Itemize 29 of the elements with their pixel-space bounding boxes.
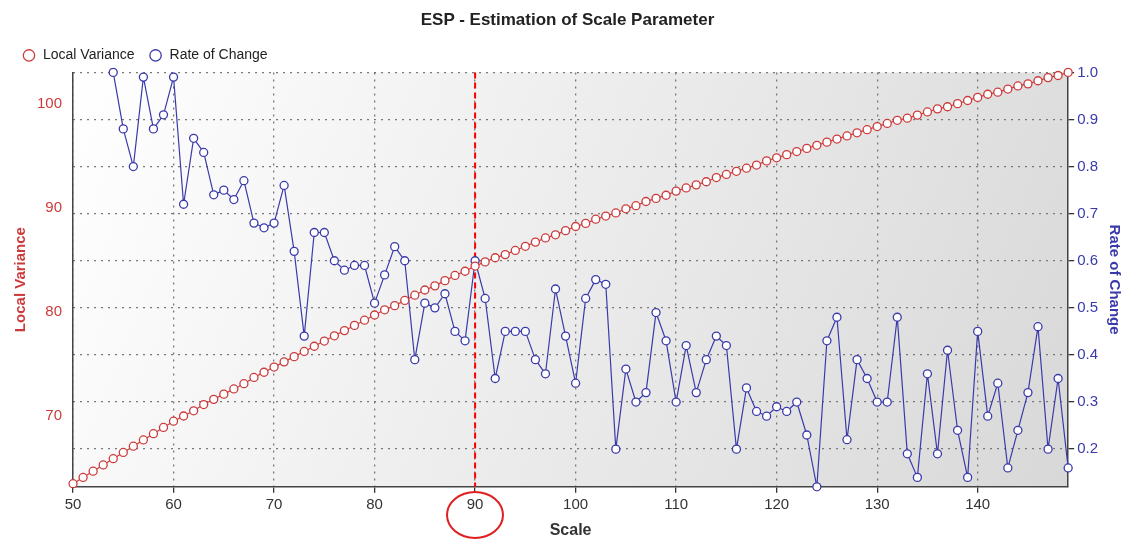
- y2-tick-label: 0.9: [1077, 109, 1099, 127]
- x-tick-label: 100: [563, 494, 589, 512]
- x-tick-label: 130: [864, 494, 890, 512]
- legend-label: Local Variance: [43, 46, 135, 63]
- x-tick-label: 90: [466, 494, 484, 512]
- x-tick-label: 50: [64, 494, 82, 512]
- chart-title: ESP - Estimation of Scale Parameter: [420, 9, 715, 29]
- y-axis-title: Local Variance: [11, 227, 29, 333]
- y2-axis-title: Rate of Change: [1106, 224, 1124, 335]
- y2-tick-label: 1.0: [1077, 62, 1099, 80]
- legend-label: Rate of Change: [169, 46, 268, 63]
- y2-tick-label: 0.3: [1077, 392, 1099, 410]
- x-tick-label: 80: [366, 494, 383, 512]
- x-tick-label: 140: [965, 494, 991, 512]
- x-tick-label: 60: [165, 494, 182, 512]
- y-tick-label: 70: [45, 406, 63, 424]
- x-tick-label: 120: [764, 494, 790, 512]
- x-axis-title: Scale: [549, 520, 592, 538]
- x-tick-label: 110: [664, 494, 689, 512]
- y2-tick-label: 0.6: [1077, 250, 1099, 268]
- y2-tick-label: 0.2: [1077, 439, 1099, 457]
- y2-tick-label: 0.4: [1077, 345, 1099, 363]
- y-tick-label: 90: [45, 197, 63, 215]
- x-tick-label: 70: [265, 494, 283, 512]
- y-tick-label: 80: [45, 302, 63, 320]
- y-tick-label: 100: [37, 93, 63, 111]
- y2-tick-label: 0.5: [1077, 298, 1099, 315]
- y2-tick-label: 0.8: [1077, 156, 1099, 174]
- y2-tick-label: 0.7: [1077, 203, 1099, 221]
